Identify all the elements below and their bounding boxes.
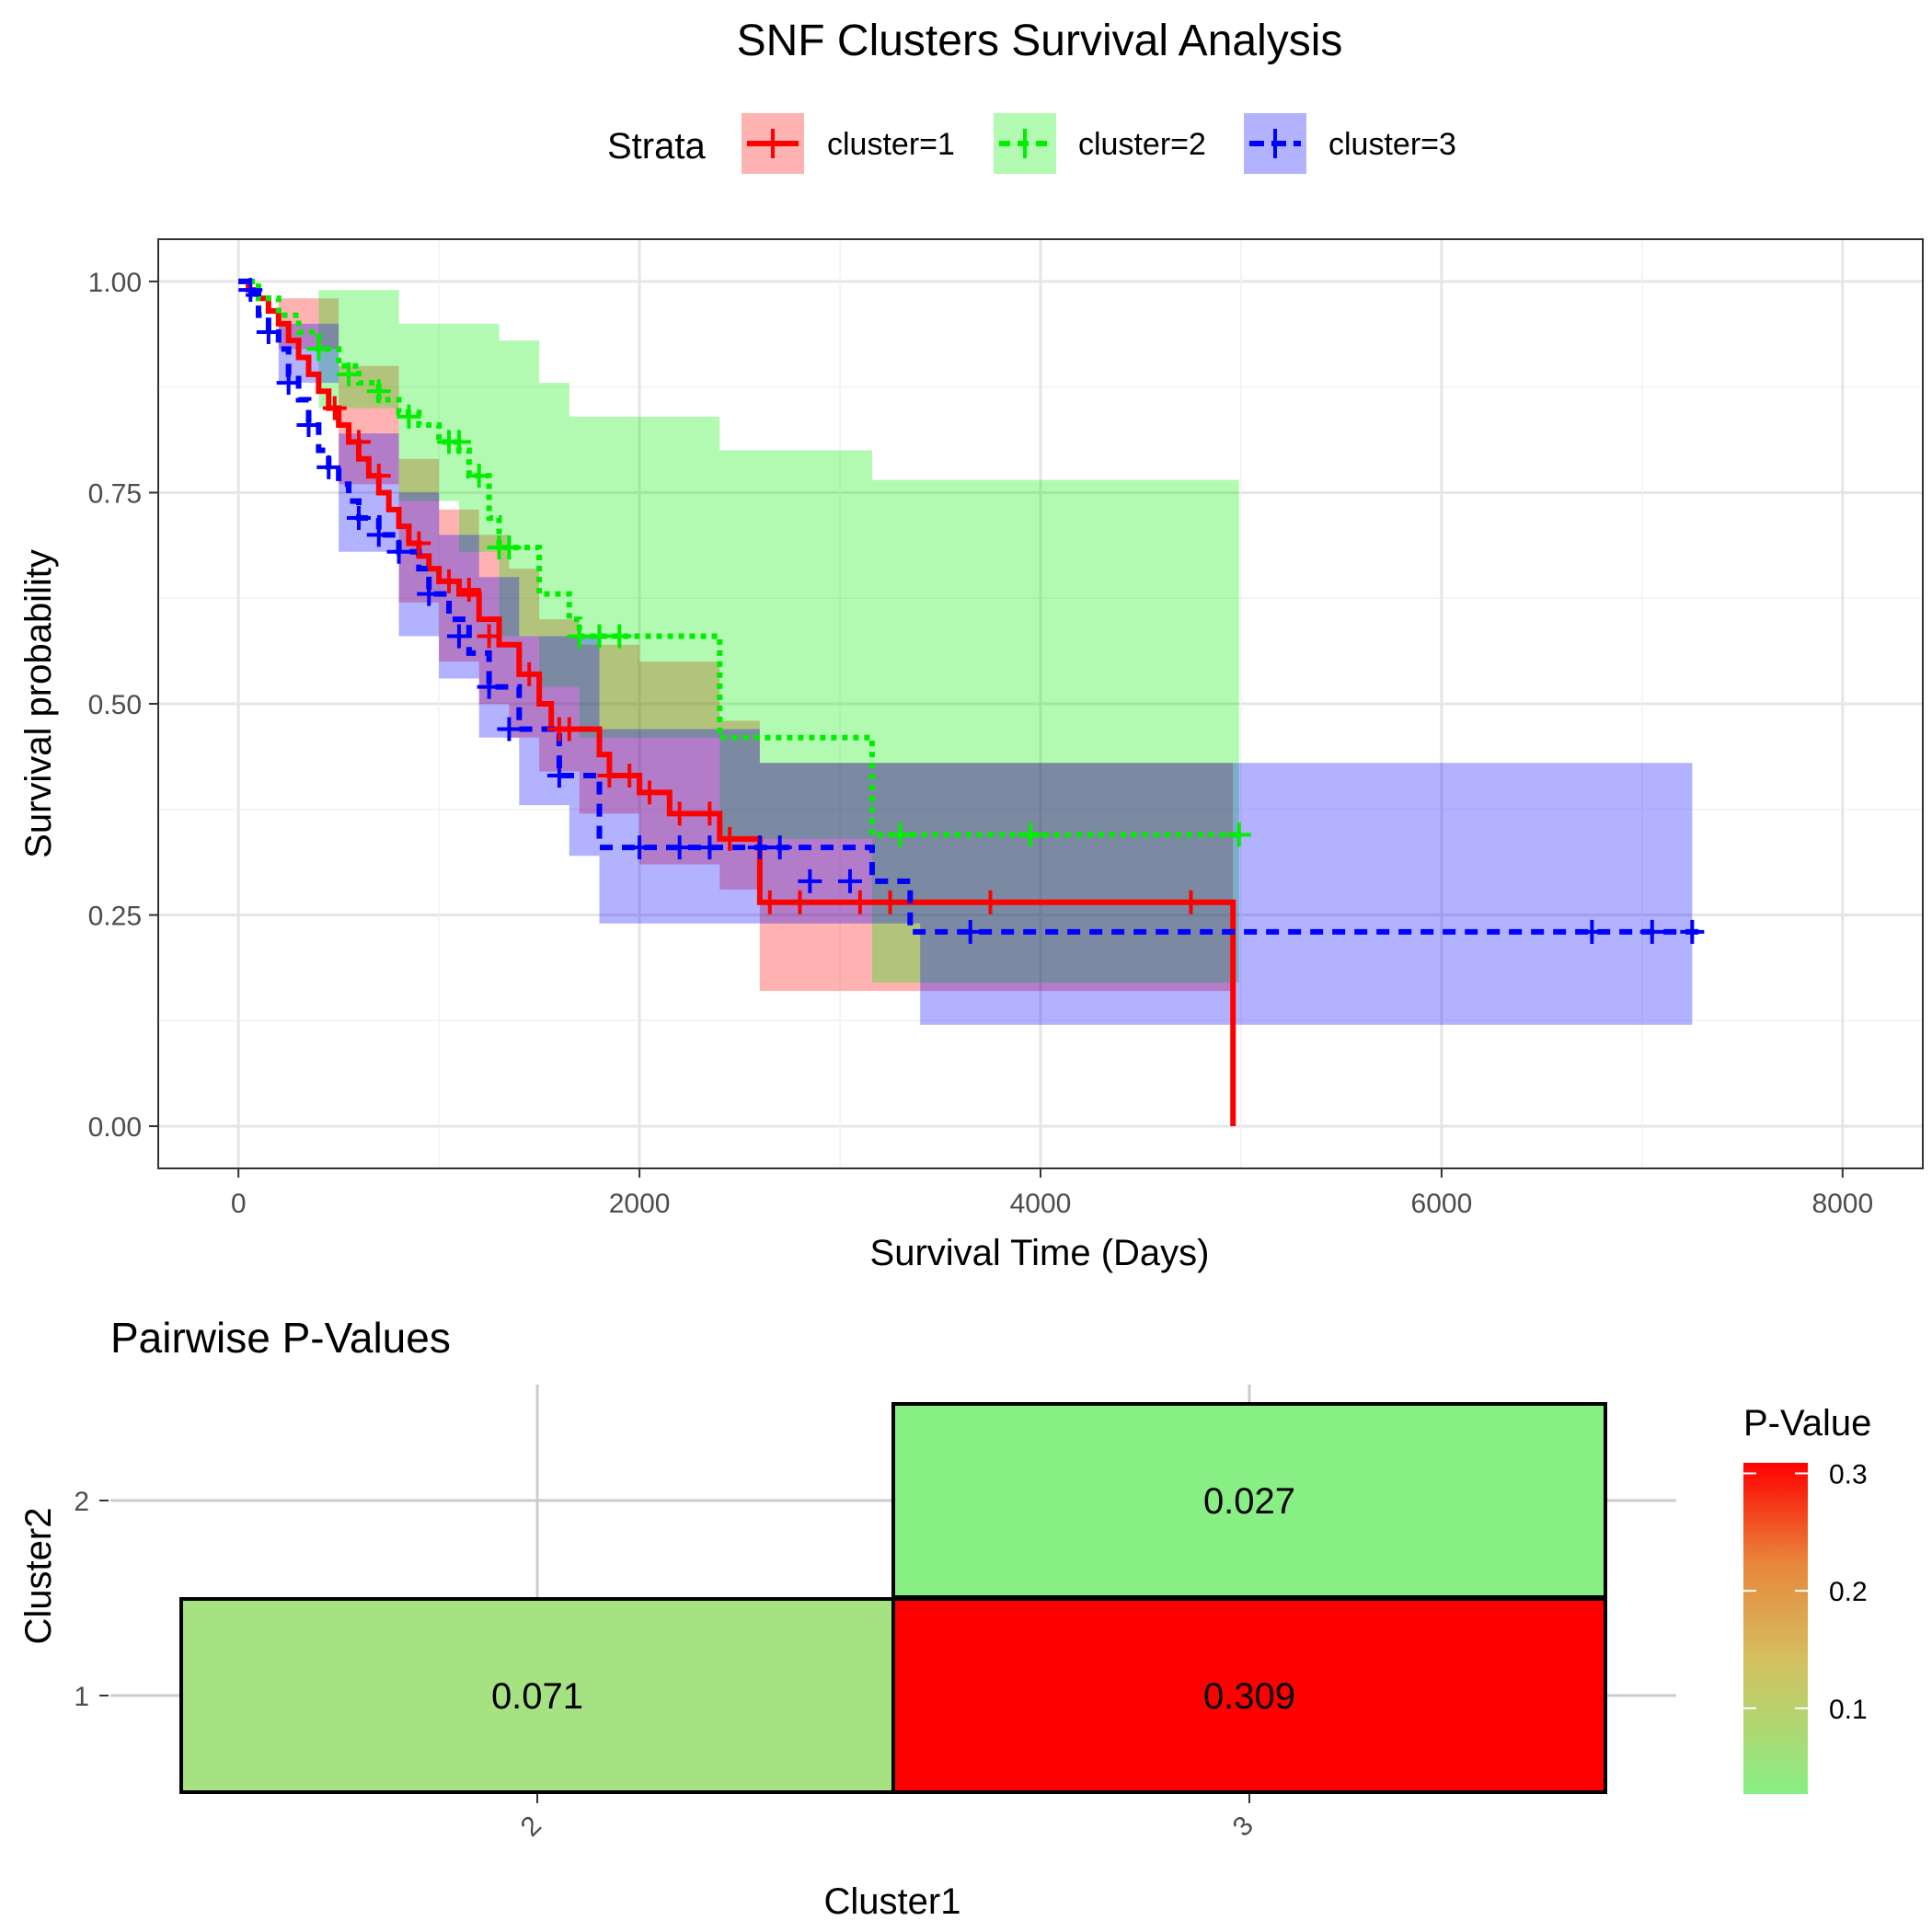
km-y-tick-label: 0.00 [88,1112,142,1143]
km-x-tick-label: 2000 [609,1189,671,1219]
km-x-label: Survival Time (Days) [870,1233,1210,1273]
colorbar-gradient [1743,1463,1808,1794]
heatmap-y-tick-label: 1 [74,1682,89,1712]
colorbar-tick-label: 0.1 [1829,1695,1868,1725]
km-legend: Strata cluster=1 cluster=2 cluster=3 [607,113,1456,174]
km-x-tick-label: 6000 [1411,1189,1473,1219]
heatmap-cell-label: 0.071 [491,1676,583,1717]
legend-label-cluster-1: cluster=1 [827,127,955,162]
heatmap-cells: 0.071 0.309 0.027 [181,1404,1605,1792]
km-y-tick-label: 1.00 [88,268,142,298]
heatmap-cell: 0.309 [893,1599,1605,1792]
heatmap-y-tick-label: 2 [74,1487,89,1517]
heatmap-cell-label: 0.309 [1203,1676,1295,1717]
legend-title: Strata [607,126,706,167]
km-y-tick-label: 0.75 [88,478,142,509]
colorbar-tick-label: 0.2 [1829,1577,1868,1607]
colorbar-title: P-Value [1743,1403,1871,1443]
heatmap-cell: 0.071 [181,1599,893,1792]
heatmap-y-axis: 12 [74,1487,109,1712]
heatmap-title: Pairwise P-Values [110,1314,451,1362]
km-x-axis: 0 2000 4000 6000 8000 [231,1168,1873,1219]
km-y-axis: 0.00 0.25 0.50 0.75 1.00 [88,268,158,1143]
heatmap-x-tick-label: 2 [515,1811,547,1843]
heatmap-cell-label: 0.027 [1203,1481,1295,1522]
colorbar-tick-label: 0.3 [1829,1459,1868,1489]
legend-key-cluster-3: cluster=3 [1244,113,1456,174]
km-y-tick-label: 0.25 [88,902,142,932]
legend-label-cluster-2: cluster=2 [1078,127,1206,162]
legend-key-cluster-2: cluster=2 [994,113,1206,174]
km-title: SNF Clusters Survival Analysis [737,17,1343,65]
km-x-tick-label: 8000 [1811,1189,1873,1219]
km-x-tick-label: 0 [231,1189,247,1219]
legend-label-cluster-3: cluster=3 [1328,127,1456,162]
km-x-tick-label: 4000 [1010,1189,1072,1219]
legend-key-cluster-1: cluster=1 [742,113,955,174]
km-plot-area: 0 2000 4000 6000 8000 0.00 0.25 0.50 0.75 1.00 [88,239,1923,1219]
heatmap-y-label: Cluster2 [18,1508,59,1645]
heatmap-x-tick-label: 3 [1227,1811,1259,1843]
km-y-label: Survival probability [18,549,59,858]
pvalue-colorbar: P-Value 0.1 0.2 0.3 [1743,1403,1871,1794]
km-y-tick-label: 0.50 [88,690,142,720]
heatmap-cell: 0.027 [893,1404,1605,1597]
heatmap-x-label: Cluster1 [824,1881,961,1922]
